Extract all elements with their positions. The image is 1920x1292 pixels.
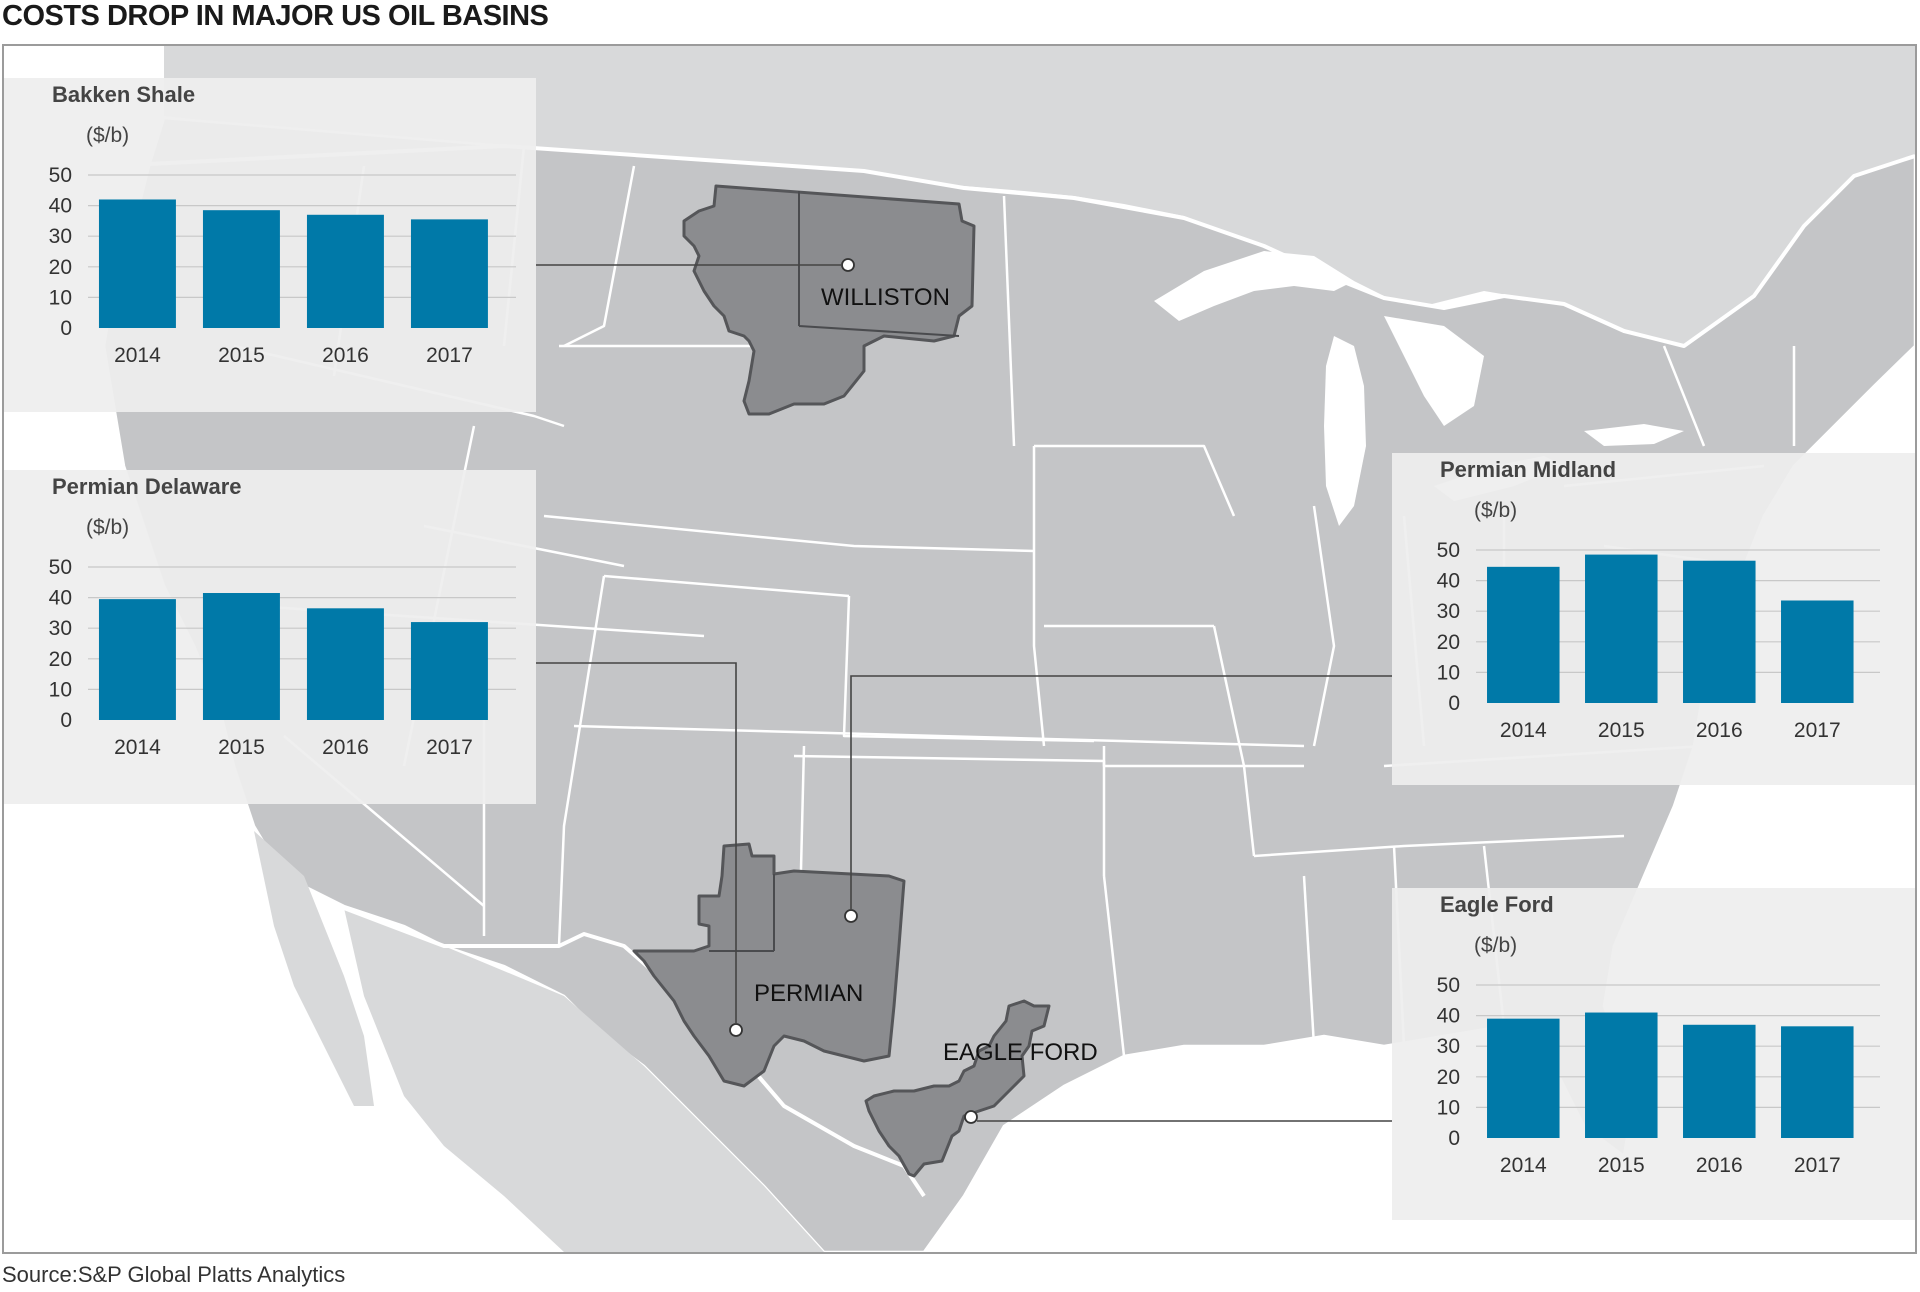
bar-2016: [1683, 1024, 1756, 1138]
bar-2016: [1683, 560, 1756, 703]
y-tick-label: 30: [49, 617, 72, 640]
y-unit-label: ($/b): [1474, 934, 1517, 957]
y-tick-label: 10: [1437, 661, 1460, 684]
x-tick-label: 2016: [322, 736, 369, 759]
y-tick-label: 10: [1437, 1096, 1460, 1119]
basin-label-eagle-ford: EAGLE FORD: [943, 1039, 1098, 1066]
bar-2014: [98, 199, 176, 328]
y-tick-label: 50: [1437, 539, 1460, 562]
y-tick-label: 40: [49, 587, 72, 610]
y-unit-label: ($/b): [86, 124, 129, 147]
mexico-landmass: [344, 908, 824, 1252]
x-tick-label: 2014: [1500, 1154, 1547, 1177]
y-tick-label: 40: [49, 195, 72, 218]
canada-landmass: [164, 46, 1915, 376]
us-map: WILLISTON PERMIAN EAGLE FORD Bakken Shal…: [4, 46, 1915, 1252]
panel-eagle-ford: Eagle Ford ($/b) 0 10 20 30 40 50 2014 2015 2016 20…: [1392, 888, 1915, 1220]
y-tick-label: 40: [1437, 1005, 1460, 1028]
x-tick-label: 2015: [218, 344, 265, 367]
bar-2017: [1781, 600, 1854, 703]
bar-2015: [202, 210, 280, 328]
x-tick-label: 2015: [218, 736, 265, 759]
basin-label-williston: WILLISTON: [821, 284, 950, 311]
chart-title: Permian Midland: [1440, 457, 1616, 482]
y-tick-label: 0: [1448, 1127, 1460, 1150]
x-tick-label: 2017: [1794, 719, 1841, 742]
x-tick-label: 2017: [426, 344, 473, 367]
eagle-ford-basin-shape: [864, 999, 1051, 1178]
y-tick-label: 0: [60, 709, 72, 732]
bar-2014: [1487, 1018, 1560, 1138]
leader-midland: [850, 675, 1392, 910]
y-tick-label: 30: [1437, 600, 1460, 623]
map-frame: WILLISTON PERMIAN EAGLE FORD Bakken Shal…: [2, 44, 1917, 1254]
permian-midland-marker: [844, 909, 858, 923]
bar-2015: [1585, 554, 1658, 703]
chart-title: Bakken Shale: [52, 82, 195, 107]
permian-basin-shape: [632, 842, 906, 1088]
panel-permian-delaware: Permian Delaware ($/b) 0 10 20 30 40 50 2014 2015…: [4, 470, 536, 804]
leader-delaware: [536, 662, 737, 1024]
williston-basin-shape: [682, 184, 976, 416]
x-tick-label: 2016: [1696, 1154, 1743, 1177]
permian-delaware-marker: [729, 1023, 743, 1037]
bar-2015: [202, 593, 280, 720]
y-tick-label: 20: [1437, 1066, 1460, 1089]
us-canada-border: [148, 144, 1915, 348]
x-tick-label: 2017: [1794, 1154, 1841, 1177]
y-tick-label: 20: [1437, 631, 1460, 654]
y-tick-label: 50: [49, 164, 72, 187]
y-tick-label: 50: [1437, 974, 1460, 997]
lake-superior: [1154, 251, 1354, 321]
basin-label-permian: PERMIAN: [754, 980, 863, 1007]
bar-2017: [1781, 1026, 1854, 1138]
bar-2017: [410, 219, 488, 328]
x-tick-label: 2015: [1598, 1154, 1645, 1177]
y-unit-label: ($/b): [86, 516, 129, 539]
source-note: Source:S&P Global Platts Analytics: [2, 1262, 346, 1287]
y-tick-label: 40: [1437, 570, 1460, 593]
x-tick-label: 2016: [322, 344, 369, 367]
bar-2014: [1487, 566, 1560, 703]
panel-permian-midland: Permian Midland ($/b) 0 10 20 30 40 50 2014 2015 2…: [1392, 453, 1915, 785]
y-tick-label: 10: [49, 286, 72, 309]
bar-2017: [410, 622, 488, 720]
bar-2014: [98, 599, 176, 720]
bar-2015: [1585, 1012, 1658, 1138]
x-tick-label: 2014: [114, 736, 161, 759]
y-tick-label: 0: [1448, 692, 1460, 715]
lake-michigan: [1324, 336, 1366, 526]
y-tick-label: 10: [49, 678, 72, 701]
permian-inner-lines: [709, 874, 775, 952]
y-tick-label: 20: [49, 256, 72, 279]
panel-bakken-shale: Bakken Shale ($/b) 0 10 20 30 40 50 2014 2015 2016…: [4, 78, 536, 412]
x-tick-label: 2017: [426, 736, 473, 759]
eagle-ford-marker: [964, 1110, 978, 1124]
bar-2016: [306, 608, 384, 720]
williston-marker: [841, 258, 855, 272]
y-tick-label: 50: [49, 556, 72, 579]
x-tick-label: 2014: [114, 344, 161, 367]
x-tick-label: 2016: [1696, 719, 1743, 742]
lake-huron: [1384, 316, 1484, 426]
y-tick-label: 30: [49, 225, 72, 248]
y-tick-label: 30: [1437, 1035, 1460, 1058]
baja-peninsula: [254, 831, 374, 1106]
williston-inner-lines: [798, 191, 960, 337]
lake-ontario: [1584, 424, 1684, 446]
bar-2016: [306, 214, 384, 328]
chart-title: Eagle Ford: [1440, 892, 1554, 917]
y-tick-label: 0: [60, 317, 72, 340]
chart-title: Permian Delaware: [52, 474, 242, 499]
x-tick-label: 2015: [1598, 719, 1645, 742]
y-unit-label: ($/b): [1474, 499, 1517, 522]
page-title: COSTS DROP IN MAJOR US OIL BASINS: [2, 0, 549, 32]
x-tick-label: 2014: [1500, 719, 1547, 742]
y-tick-label: 20: [49, 648, 72, 671]
